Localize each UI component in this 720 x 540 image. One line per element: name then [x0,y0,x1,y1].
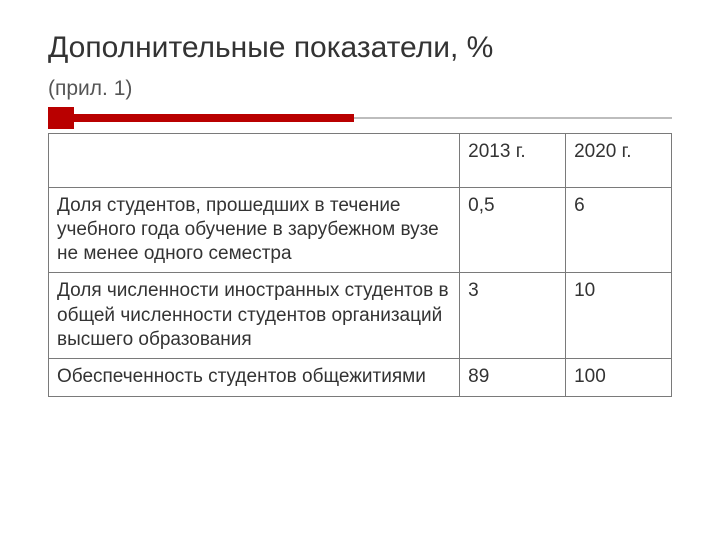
cell-2020: 10 [566,273,672,359]
page-subtitle: (прил. 1) [48,77,672,101]
table-row: Доля студентов, прошедших в течение учеб… [49,187,672,273]
col-header-2013: 2013 г. [460,133,566,187]
cell-2020: 100 [566,359,672,396]
table-header-row: 2013 г. 2020 г. [49,133,672,187]
col-header-indicator [49,133,460,187]
cell-2013: 3 [460,273,566,359]
table-row: Доля численности иностранных студентов в… [49,273,672,359]
title-block: Дополнительные показатели, % (прил. 1) [48,28,672,101]
rule-thick-bar [74,114,354,122]
col-header-2020: 2020 г. [566,133,672,187]
cell-2013: 0,5 [460,187,566,273]
rule-thin-bar [354,117,672,119]
indicators-table: 2013 г. 2020 г. Доля студентов, прошедши… [48,133,672,397]
rule-accent-box [48,107,74,129]
cell-indicator: Доля студентов, прошедших в течение учеб… [49,187,460,273]
cell-indicator: Обеспеченность студентов общежитиями [49,359,460,396]
table-row: Обеспеченность студентов общежитиями 89 … [49,359,672,396]
cell-indicator: Доля численности иностранных студентов в… [49,273,460,359]
cell-2020: 6 [566,187,672,273]
page-title: Дополнительные показатели, % [48,28,672,69]
cell-2013: 89 [460,359,566,396]
divider-rule [48,113,672,123]
